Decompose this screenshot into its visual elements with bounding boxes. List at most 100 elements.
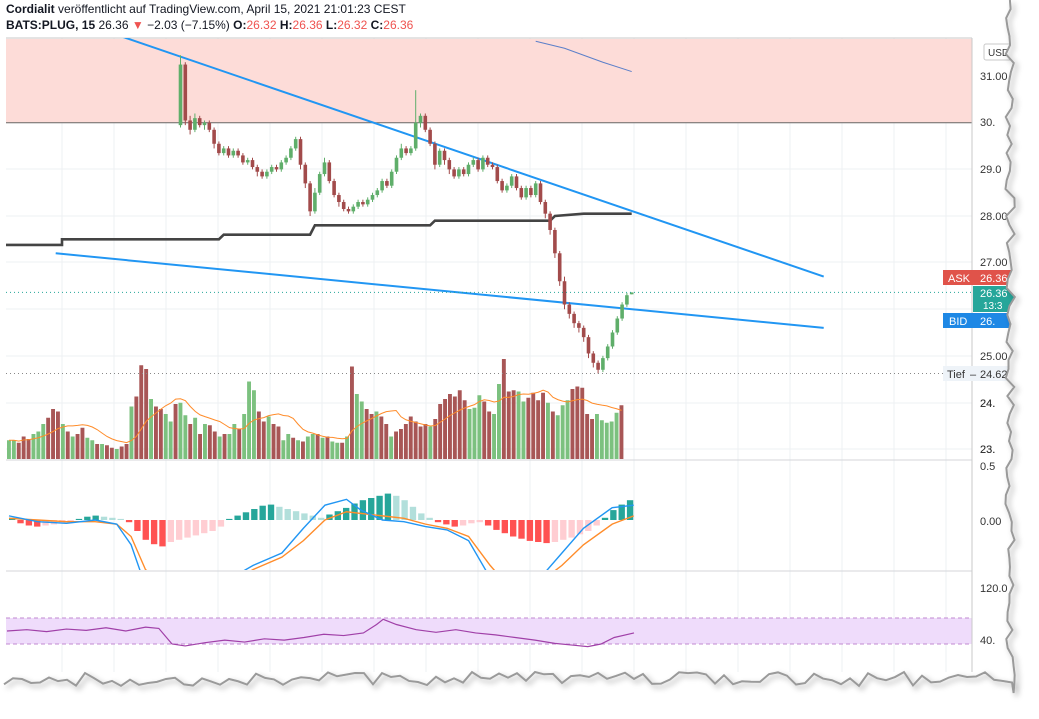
volume-bar <box>163 414 168 459</box>
candle-body <box>250 160 255 168</box>
symbol-interval: BATS:PLUG, 15 <box>6 18 96 32</box>
macd-histogram-bar <box>468 520 475 524</box>
volume-bar <box>296 440 300 459</box>
candle-body <box>303 164 308 184</box>
volume-bar <box>330 441 335 459</box>
volume-bar <box>56 411 60 459</box>
volume-bar <box>477 395 482 459</box>
candle-body <box>365 199 370 205</box>
candle-body <box>495 167 500 182</box>
rsi-pane <box>6 617 972 648</box>
candle-body <box>601 358 605 370</box>
bid-value-box <box>973 313 1018 328</box>
volume-bar <box>46 417 51 459</box>
indicator-tick-label: 40. <box>980 635 995 647</box>
macd-histogram-bar <box>251 509 258 520</box>
candle-body <box>524 188 528 198</box>
macd-histogram-bar <box>384 493 392 520</box>
indicator-tick-label: 0.00 <box>980 516 1001 528</box>
volume-bar <box>95 444 100 459</box>
resistance-zone-band <box>6 38 972 123</box>
volume-bar <box>217 436 222 459</box>
low-dash: – <box>970 369 977 381</box>
candle-body <box>197 118 202 126</box>
last-price: 26.36 <box>98 18 129 32</box>
macd-histogram-bar <box>418 513 425 520</box>
volume-bar <box>51 409 55 459</box>
candle-body <box>221 148 226 154</box>
volume-bar <box>247 381 251 459</box>
volume-bar <box>252 390 256 459</box>
macd-histogram-bar <box>535 520 542 542</box>
candle-body <box>255 167 260 172</box>
candle-body <box>581 327 586 338</box>
macd-histogram-bar <box>510 520 517 537</box>
volume-bar <box>65 431 70 459</box>
volume-bar <box>428 426 433 459</box>
bid-label: BID <box>949 316 967 328</box>
volume-bar <box>604 422 609 459</box>
candle-body <box>605 346 610 359</box>
candle-body <box>500 181 504 191</box>
macd-histogram-bar <box>92 515 99 520</box>
candle-body <box>212 129 216 144</box>
volume-bar <box>531 392 536 459</box>
macd-histogram-bar <box>201 520 208 534</box>
volume-bar <box>609 421 614 459</box>
macd-histogram-bar <box>242 512 250 520</box>
candle-body <box>298 139 303 165</box>
macd-histogram-bar <box>84 516 91 520</box>
volume-bar <box>139 365 144 459</box>
volume-bar <box>560 405 565 459</box>
price-tick-label: 25.00 <box>980 351 1008 363</box>
volume-bar <box>266 416 271 459</box>
volume-bar <box>585 414 590 459</box>
volume-bar <box>301 441 305 459</box>
candle-body <box>485 157 490 165</box>
macd-histogram-bar <box>393 495 400 520</box>
macd-histogram-bar <box>626 500 634 520</box>
volume-bar <box>433 419 438 459</box>
candle-body <box>519 188 524 198</box>
macd-histogram-bar <box>376 495 383 520</box>
macd-histogram-bar <box>618 504 625 520</box>
macd-line <box>8 498 634 570</box>
volume-bar <box>575 386 580 459</box>
candle-body <box>385 181 389 186</box>
volume-bar <box>472 407 477 459</box>
volume-bar <box>570 389 575 459</box>
price-tick-label: 23. <box>980 444 995 456</box>
volume-bar <box>482 401 487 459</box>
volume-moving-average <box>9 389 622 444</box>
volume-bar <box>16 442 21 459</box>
macd-histogram-bar <box>117 518 124 520</box>
volume-bar <box>452 396 457 459</box>
macd-histogram-bar <box>568 520 575 538</box>
low-label: L: <box>325 18 338 32</box>
volume-bar <box>511 390 516 459</box>
macd-histogram-bar <box>359 500 367 520</box>
candle-body <box>533 183 538 196</box>
macd-histogram-bar <box>551 520 559 542</box>
macd-histogram-bar <box>134 520 141 531</box>
candle-body <box>260 171 264 177</box>
volume-bar <box>207 425 212 459</box>
macd-histogram-bar <box>560 520 567 540</box>
price-tick-label: 31.00 <box>980 71 1008 83</box>
macd-histogram-bar <box>459 520 467 526</box>
macd-histogram-bar <box>142 520 149 540</box>
macd-histogram-bar <box>368 498 375 520</box>
volume-bar <box>227 434 232 459</box>
candle-body <box>202 122 207 126</box>
volume-bar <box>41 424 46 459</box>
price-axis: 31.0030.29.028.0027.0025.0024.23.USD24.2… <box>971 38 1013 672</box>
candle-body <box>447 160 452 170</box>
publisher-name: Cordialit <box>6 2 55 16</box>
macd-histogram-bar <box>234 515 241 520</box>
candle-body <box>351 206 356 212</box>
volume-bar <box>168 421 173 459</box>
indicator-tick-label: 24. <box>980 398 995 410</box>
macd-histogram-bar <box>576 520 584 535</box>
